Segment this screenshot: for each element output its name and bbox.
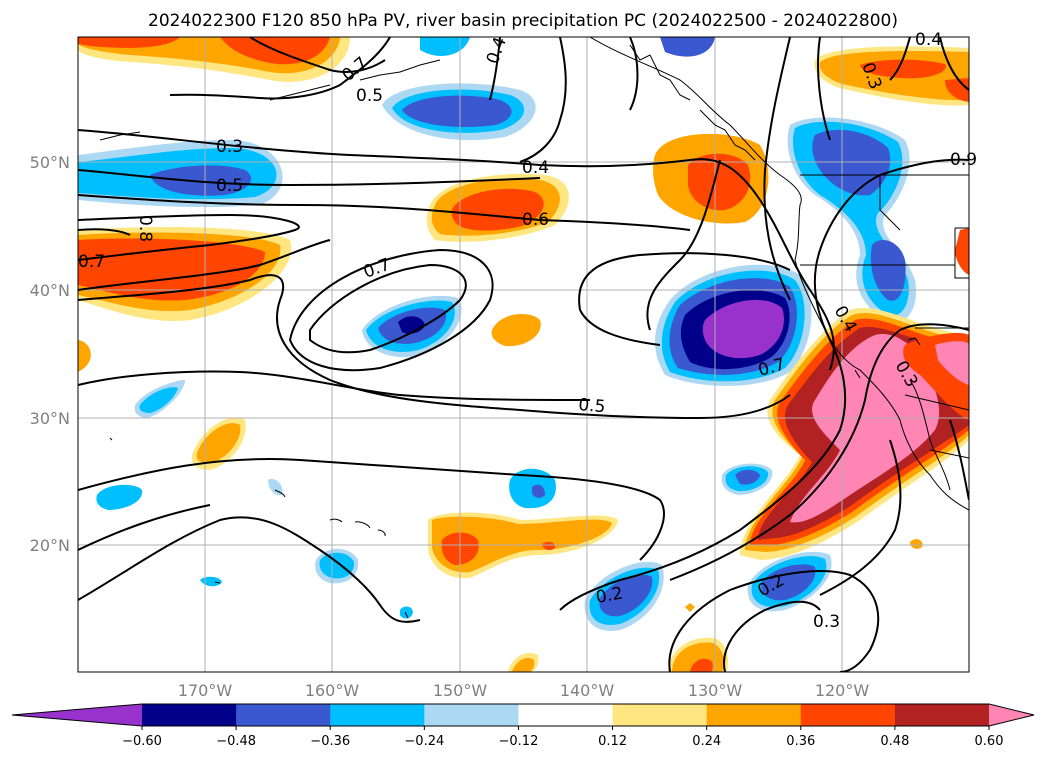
colorbar-swatch xyxy=(894,704,990,726)
contour-label: 0.3 xyxy=(216,137,243,157)
colorbar-swatch xyxy=(800,704,896,726)
colorbar-swatch xyxy=(518,704,614,726)
lat-label: 50°N xyxy=(30,153,70,172)
colorbar-swatch xyxy=(330,704,425,726)
latitude-labels: 50°N 40°N 30°N 20°N xyxy=(30,153,70,555)
coastlines xyxy=(99,37,969,619)
colorbar-swatch xyxy=(706,704,802,726)
map-panel: 0.3 0.5 0.4 0.6 0.8 0.7 0.7 0.5 0.7 0.2 … xyxy=(77,30,977,673)
pos-anomaly-east-edge-43n xyxy=(955,228,969,275)
lat-label: 40°N xyxy=(30,281,70,300)
lon-label: 140°W xyxy=(560,681,615,700)
colorbar-tick-label: −0.48 xyxy=(216,734,256,749)
contour-label: 0.4 xyxy=(915,30,942,50)
neg-anomaly-18n-central xyxy=(315,548,359,584)
neg-anomaly-top-center xyxy=(420,37,470,56)
contour-label: 0.7 xyxy=(78,252,105,272)
contour-label: 0.2 xyxy=(594,584,624,608)
colorbar-tick-label: −0.12 xyxy=(499,734,539,749)
colorbar-swatch xyxy=(612,704,708,726)
neg-anomaly-25n-130w xyxy=(721,463,773,495)
lon-label: 170°W xyxy=(178,681,233,700)
colorbar-extend-max xyxy=(989,704,1034,726)
neg-anomaly-23n-west xyxy=(96,484,143,510)
colorbar-extend-min xyxy=(12,704,142,726)
colorbar-tick-label: 0.12 xyxy=(598,734,627,749)
lon-label: 160°W xyxy=(305,681,360,700)
pos-anomaly-dot-15n xyxy=(685,603,695,612)
contour-label: 0.6 xyxy=(522,210,549,230)
pos-anomaly-dot-20n-east xyxy=(910,539,923,549)
lat-label: 30°N xyxy=(30,409,70,428)
contour-label: 0.4 xyxy=(522,158,549,178)
colorbar-swatch xyxy=(142,704,237,726)
neg-anomaly-25n-central xyxy=(509,468,556,509)
colorbar-tick-label: 0.36 xyxy=(786,734,815,749)
contour-label: 0.5 xyxy=(578,395,607,417)
lat-label: 20°N xyxy=(30,536,70,555)
pos-anomaly-west-edge xyxy=(78,340,91,372)
contour-label: 0.3 xyxy=(813,612,840,632)
pv-contours xyxy=(78,37,969,672)
neg-anomaly-14n-small xyxy=(400,606,413,619)
lon-label: 120°W xyxy=(815,681,870,700)
neg-anomaly-top-right xyxy=(660,37,715,57)
colorbar-swatch xyxy=(236,704,331,726)
contour-label: 0.8 xyxy=(135,215,155,242)
colorbar-tick-label: 0.24 xyxy=(692,734,721,749)
colorbar-swatch xyxy=(424,704,519,726)
colorbar-tick-label: −0.24 xyxy=(404,734,444,749)
contour-label: 0.5 xyxy=(356,86,383,106)
neg-anomaly-west-48n xyxy=(78,140,283,208)
neg-anomaly-gulf-alaska xyxy=(382,83,536,141)
pos-anomaly-bottom-center xyxy=(508,652,539,672)
colorbar-tick-label: −0.60 xyxy=(122,734,162,749)
contour-label: 0.9 xyxy=(950,150,977,170)
figure-title: 2024022300 F120 850 hPa PV, river basin … xyxy=(148,11,898,31)
neg-anomaly-offshore-38n xyxy=(654,264,812,386)
contour-label: 0.5 xyxy=(216,176,243,196)
colorbar: −0.60 −0.48 −0.36 −0.24 −0.12 0.12 0.24 0.36 0.4… xyxy=(11,703,1035,749)
pos-anomaly-northwest xyxy=(78,37,350,82)
neg-anomaly-16n-122w xyxy=(747,551,832,612)
pos-anomaly-37n-small xyxy=(491,314,541,347)
lon-label: 130°W xyxy=(688,681,743,700)
map-frame xyxy=(77,36,970,673)
longitude-labels: 170°W 160°W 150°W 140°W 130°W 120°W xyxy=(178,681,870,700)
neg-anomaly-pacific-northwest xyxy=(787,117,916,323)
pos-anomaly-central-47n xyxy=(426,173,569,242)
neg-anomaly-32n-west xyxy=(134,380,185,418)
pos-anomaly-northeast-48n xyxy=(653,133,769,224)
graticule xyxy=(78,37,969,672)
pos-anomaly-bottom-130w xyxy=(668,637,729,672)
neg-anomaly-15n-140w xyxy=(584,561,664,631)
colorbar-tick-label: 0.48 xyxy=(880,734,909,749)
lon-label: 150°W xyxy=(433,681,488,700)
pos-anomaly-east-edge-36n xyxy=(903,333,969,420)
colorbar-tick-label: −0.36 xyxy=(310,734,350,749)
colorbar-tick-label: 0.60 xyxy=(975,734,1004,749)
neg-anomaly-mid-38n xyxy=(362,295,462,358)
